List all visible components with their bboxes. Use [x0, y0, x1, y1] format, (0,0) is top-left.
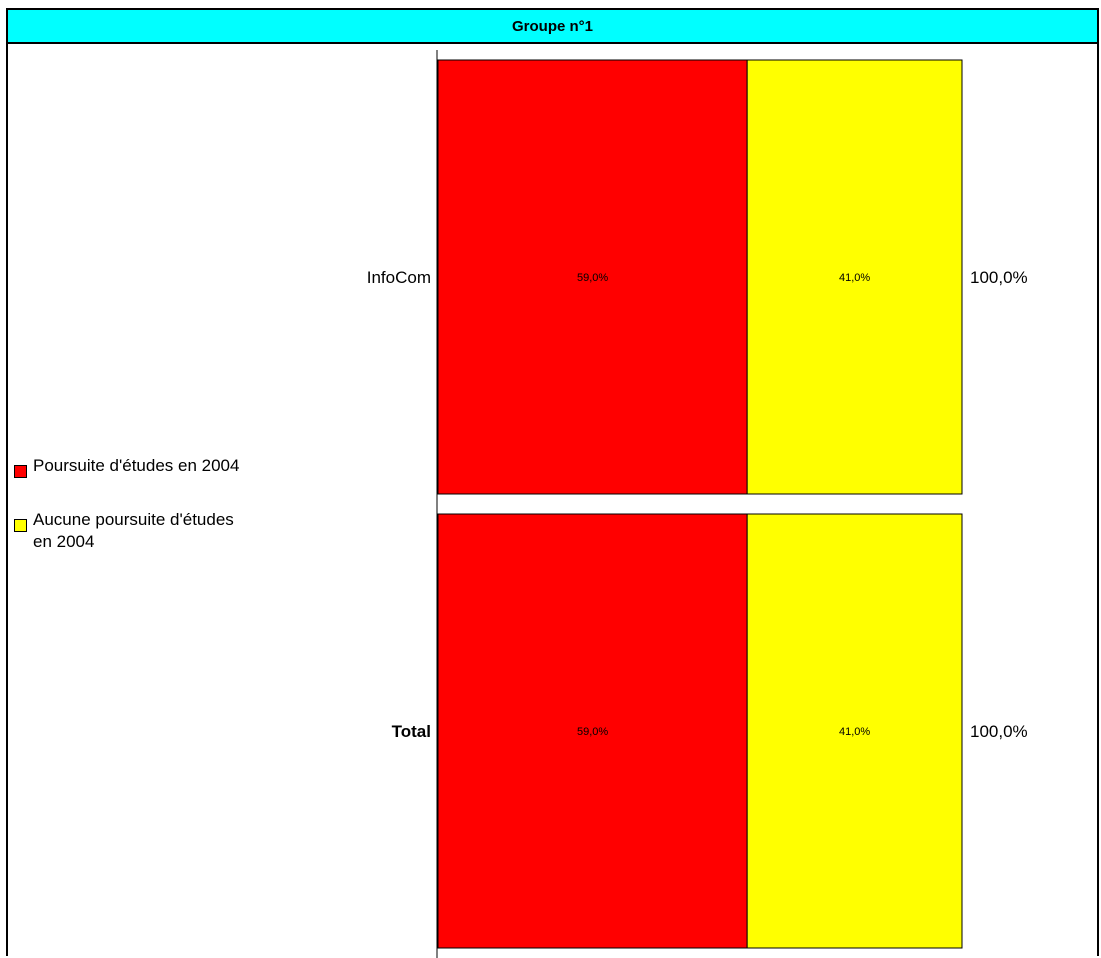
legend-swatch-red: [14, 465, 27, 478]
bar-segment-poursuite: [437, 59, 748, 495]
legend-swatch-yellow: [14, 519, 27, 532]
total-label: 100,0%: [970, 268, 1028, 287]
bar-segment-aucune: [746, 513, 963, 949]
legend-label: Poursuite d'études en 2004: [33, 456, 240, 475]
chart-title: Groupe n°1: [511, 17, 593, 35]
data-label: 41,0%: [839, 272, 870, 284]
legend-item-aucune: Aucune poursuite d'études en 2004: [14, 509, 253, 553]
data-label: 59,0%: [577, 726, 608, 738]
legend-item-poursuite: Poursuite d'études en 2004: [14, 455, 253, 478]
total-label: 100,0%: [970, 722, 1028, 741]
data-label: 59,0%: [577, 272, 608, 284]
legend-label: Aucune poursuite d'études en 2004: [33, 510, 234, 551]
data-label: 41,0%: [839, 726, 870, 738]
bar-segment-aucune: [746, 59, 963, 495]
category-label: InfoCom: [367, 268, 431, 287]
chart-title-bar: Groupe n°1: [6, 8, 1099, 44]
category-label: Total: [392, 722, 431, 741]
bar-segment-poursuite: [437, 513, 748, 949]
